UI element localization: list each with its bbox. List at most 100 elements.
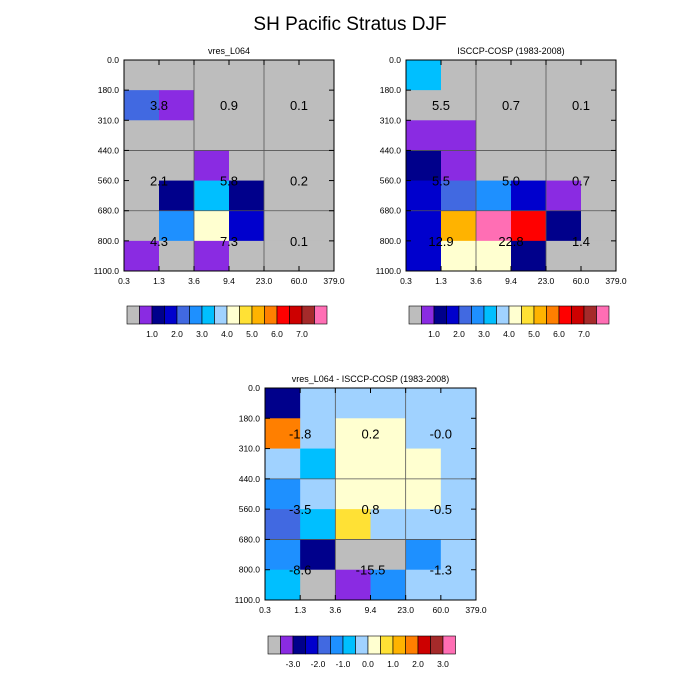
group-value-label: 0.7 (502, 98, 520, 113)
heatmap-cell (405, 388, 442, 419)
heatmap-cell (335, 448, 371, 480)
colorbar-swatch (264, 305, 278, 325)
y-tick-label: 680.0 (380, 206, 402, 216)
heatmap-cell (229, 240, 265, 272)
group-value-label: 0.2 (290, 174, 308, 189)
x-tick-label: 60.0 (291, 276, 308, 286)
group-value-label: 0.8 (361, 502, 379, 517)
x-tick-label: 1.3 (294, 605, 306, 615)
heatmap-cell (546, 60, 582, 91)
heatmap-cell (265, 388, 301, 419)
x-tick-label: 379.0 (465, 605, 487, 615)
colorbar-label: 7.0 (578, 329, 590, 339)
heatmap-cell (476, 210, 512, 242)
group-value-label: 7.3 (220, 234, 238, 249)
group-value-label: 22.8 (498, 234, 523, 249)
heatmap-cell (406, 60, 442, 91)
heatmap-cell (194, 60, 230, 91)
heatmap-cell (546, 90, 582, 121)
heatmap-cell (229, 180, 265, 212)
heatmap-cell (406, 180, 442, 212)
x-tick-label: 23.0 (256, 276, 273, 286)
colorbar-label: 6.0 (271, 329, 283, 339)
heatmap-cell (441, 210, 477, 242)
y-tick-label: 180.0 (380, 85, 402, 95)
x-tick-label: 3.6 (188, 276, 200, 286)
y-tick-label: 180.0 (239, 413, 261, 423)
heatmap-cell (370, 388, 407, 419)
x-tick-label: 1.3 (435, 276, 447, 286)
heatmap-cell (264, 180, 300, 212)
colorbar-swatch (417, 635, 431, 655)
heatmap-cell (335, 478, 371, 510)
panel-title: vres_L064 (208, 46, 250, 56)
heatmap-cell (440, 448, 477, 480)
group-value-label: -15.5 (356, 563, 386, 578)
colorbar-swatch (126, 305, 140, 325)
heatmap-cell (264, 90, 300, 121)
colorbar-swatch (446, 305, 460, 325)
x-tick-label: 3.6 (470, 276, 482, 286)
colorbar-swatch (442, 635, 456, 655)
colorbar-swatch (139, 305, 153, 325)
colorbar-swatch (280, 635, 294, 655)
heatmap-cell (405, 569, 442, 601)
y-tick-label: 180.0 (98, 85, 120, 95)
heatmap-cell (194, 150, 230, 181)
y-tick-label: 800.0 (239, 565, 261, 575)
heatmap-cell (441, 180, 477, 212)
heatmap-cell (441, 240, 477, 272)
colorbar-label: 2.0 (453, 329, 465, 339)
heatmap-cell (229, 150, 265, 181)
heatmap-cell (581, 180, 617, 212)
colorbar-swatch (533, 305, 547, 325)
heatmap-cell (546, 120, 582, 151)
heatmap-cell (441, 90, 477, 121)
heatmap-cell (511, 90, 547, 121)
y-tick-label: 310.0 (380, 115, 402, 125)
panel-1: 0.3 1.3 3.6 9.4 23.0 60.0 379.0 0.0 180.0 310.0 44… (94, 46, 345, 339)
colorbar-swatch (292, 635, 306, 655)
x-tick-label: 9.4 (223, 276, 235, 286)
colorbar-swatch (276, 305, 290, 325)
y-tick-label: 310.0 (98, 115, 120, 125)
heatmap-cell (335, 539, 371, 571)
colorbar-swatch (405, 635, 419, 655)
x-tick-label: 9.4 (365, 605, 377, 615)
heatmap-cell (299, 210, 335, 242)
heatmap-cell (405, 539, 442, 571)
colorbar-swatch (289, 305, 303, 325)
colorbar-swatch (483, 305, 497, 325)
heatmap-cell (159, 90, 195, 121)
heatmap-cell (441, 60, 477, 91)
colorbar-swatch (421, 305, 435, 325)
heatmap-cell (194, 240, 230, 272)
x-tick-label: 60.0 (433, 605, 450, 615)
colorbar-label: 6.0 (553, 329, 565, 339)
colorbar-swatch (314, 305, 328, 325)
colorbar-label: 1.0 (387, 659, 399, 669)
heatmap-cell (335, 388, 371, 419)
colorbar-label: 1.0 (146, 329, 158, 339)
heatmap-cell (159, 60, 195, 91)
heatmap-cell (194, 120, 230, 151)
heatmap-cell (299, 60, 335, 91)
y-tick-label: 680.0 (239, 534, 261, 544)
heatmap-cell (406, 240, 442, 272)
heatmap-cell (265, 448, 301, 480)
heatmap-cell (300, 539, 336, 571)
colorbar-swatch (496, 305, 510, 325)
heatmap-cell (264, 240, 300, 272)
group-value-label: 0.1 (290, 234, 308, 249)
colorbar-swatch (458, 305, 472, 325)
colorbar-swatch (164, 305, 178, 325)
colorbar-swatch (408, 305, 422, 325)
heatmap-cell (124, 120, 160, 151)
colorbar-swatch (305, 635, 319, 655)
heatmap-cell (335, 569, 371, 601)
heatmap-cell (124, 90, 160, 121)
heatmap-cell (405, 448, 442, 480)
colorbar-label: 7.0 (296, 329, 308, 339)
colorbar-label: 5.0 (528, 329, 540, 339)
